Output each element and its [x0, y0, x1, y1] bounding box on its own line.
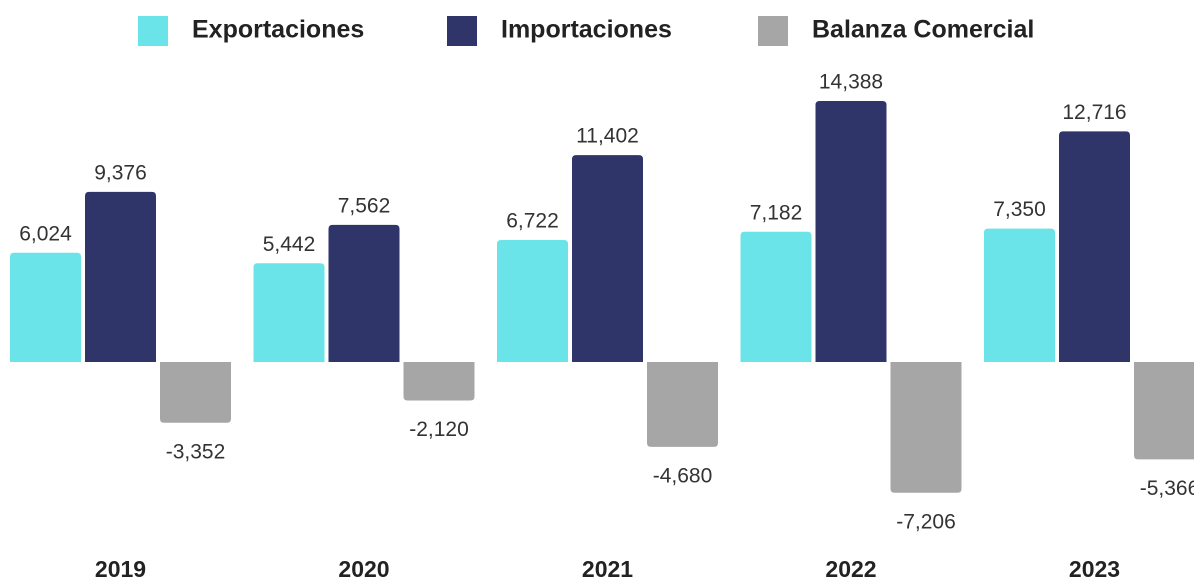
value-label: 6,722 — [506, 210, 559, 233]
x-tick-label: 2019 — [95, 556, 146, 582]
legend-swatch — [447, 16, 477, 46]
x-tick-label: 2022 — [825, 556, 876, 582]
x-tick-label: 2020 — [338, 556, 389, 582]
legend-label: Balanza Comercial — [812, 16, 1034, 44]
value-label: -5,366 — [1140, 477, 1194, 500]
value-label: -3,352 — [166, 440, 226, 463]
bar — [160, 362, 231, 423]
bar — [890, 362, 962, 493]
bar — [1134, 362, 1194, 460]
value-label: 14,388 — [819, 71, 883, 94]
value-label: 9,376 — [94, 161, 147, 184]
value-label: -4,680 — [653, 464, 713, 487]
bar — [497, 240, 568, 362]
x-tick-label: 2021 — [582, 556, 633, 582]
bar — [647, 362, 718, 447]
bar — [85, 191, 156, 362]
legend-label: Exportaciones — [192, 16, 364, 44]
legend-label: Importaciones — [501, 16, 672, 44]
value-label: 12,716 — [1062, 101, 1126, 124]
value-label: 7,562 — [338, 194, 391, 217]
value-label: 7,182 — [750, 201, 803, 224]
bar — [1059, 131, 1130, 362]
legend-swatch — [138, 16, 168, 46]
bar — [740, 231, 812, 362]
value-label: 7,350 — [993, 198, 1046, 221]
bar — [815, 101, 887, 362]
bar — [328, 224, 400, 362]
value-label: -2,120 — [409, 418, 469, 441]
bar — [253, 263, 325, 362]
bar — [572, 155, 643, 362]
value-label: 5,442 — [263, 233, 316, 256]
x-tick-label: 2023 — [1069, 556, 1120, 582]
legend-swatch — [758, 16, 788, 46]
value-label: 6,024 — [19, 222, 72, 245]
bar — [10, 252, 81, 362]
bar — [403, 362, 475, 401]
bar — [984, 228, 1055, 362]
value-label: 11,402 — [576, 125, 639, 148]
value-label: -7,206 — [896, 510, 956, 533]
